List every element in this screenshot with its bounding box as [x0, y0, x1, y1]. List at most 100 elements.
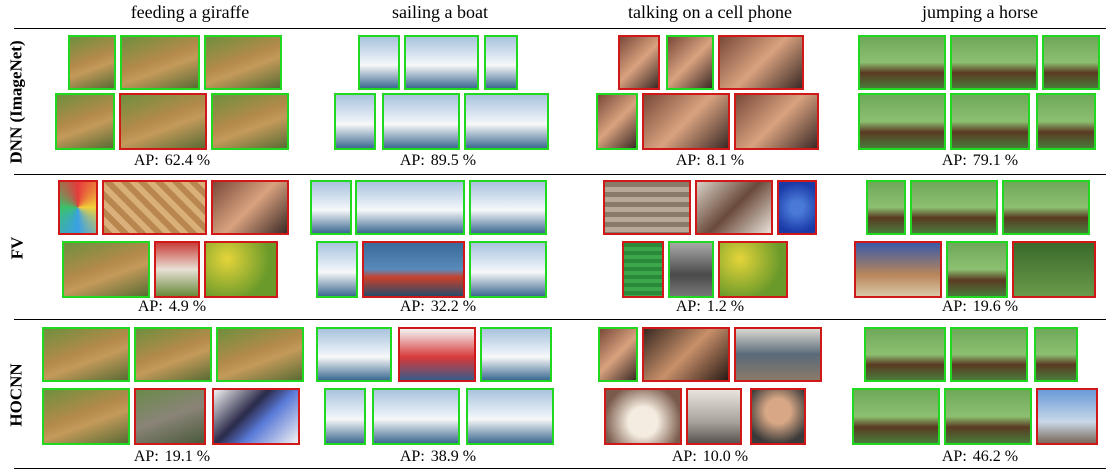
- thumbnail-incorrect: [211, 180, 289, 235]
- thumbnail-incorrect: [695, 180, 773, 235]
- giraffe-photo: [206, 37, 280, 88]
- thumbnail-correct: [596, 93, 638, 150]
- thumbnail-correct: [946, 241, 1008, 298]
- phone-photo: [668, 37, 712, 88]
- diver-photo: [779, 182, 815, 233]
- thumbnail-incorrect: [362, 241, 465, 298]
- thumbnail-correct: [382, 93, 460, 150]
- ap-score: AP: 79.1 %: [941, 152, 1019, 169]
- giraffe-photo: [121, 95, 205, 148]
- sailboat-photo: [384, 95, 458, 148]
- sailboat-photo: [466, 95, 547, 148]
- horse-jump-photo: [1004, 182, 1088, 233]
- thumbnail-correct: [950, 35, 1038, 90]
- dog-photo: [606, 390, 680, 443]
- thumbnail-correct: [211, 93, 289, 150]
- thumbnail-incorrect: [398, 327, 476, 382]
- thumbnail-incorrect: [750, 388, 806, 445]
- tugboat-photo: [400, 329, 474, 380]
- people-photo: [697, 182, 771, 233]
- thumbnail-correct: [1002, 180, 1090, 235]
- thumbnail-correct: [598, 327, 638, 382]
- giraffe-photo: [44, 329, 128, 380]
- thumbnail-correct: [355, 180, 465, 235]
- thumbnail-correct: [62, 241, 150, 298]
- thumbnail-correct: [484, 35, 518, 90]
- row-divider-1: [14, 174, 1106, 175]
- thumbnail-incorrect: [642, 327, 730, 382]
- giraffe-photo: [64, 243, 148, 296]
- phone-photo: [600, 329, 636, 380]
- thumbnail-incorrect: [686, 388, 742, 445]
- bench-photo: [688, 390, 740, 443]
- thumbnail-correct: [316, 241, 358, 298]
- thumbnail-correct: [324, 388, 366, 445]
- column-header-jumping-horse: jumping a horse: [922, 2, 1038, 22]
- sailboat-photo: [406, 37, 477, 88]
- sailboat-photo: [471, 243, 545, 296]
- ap-score: AP: 19.1 %: [133, 448, 211, 465]
- thumbnail-incorrect: [58, 180, 98, 235]
- phone-photo: [644, 95, 728, 148]
- phone-photo: [213, 182, 287, 233]
- row-label-hocnn: HOCNN: [7, 362, 26, 427]
- thumbnail-correct: [469, 180, 547, 235]
- thumbnail-correct: [866, 180, 906, 235]
- thumbnail-incorrect: [718, 35, 804, 90]
- giraffe-photo: [136, 329, 210, 380]
- thumbnail-correct: [950, 93, 1030, 150]
- thumbnail-correct: [480, 327, 552, 382]
- fruit-photo: [720, 243, 786, 296]
- thumbnail-incorrect: [642, 93, 730, 150]
- horse-jump-photo: [912, 182, 996, 233]
- thumbnail-incorrect: [734, 93, 819, 150]
- thumbnail-correct: [852, 388, 940, 445]
- sailboat-photo: [374, 390, 458, 443]
- sailboat-photo: [360, 37, 398, 88]
- couple-photo: [644, 329, 728, 380]
- column-header-talking-phone: talking on a cell phone: [628, 2, 792, 22]
- ap-score: AP: 62.4 %: [133, 152, 211, 169]
- ap-score: AP: 32.2 %: [399, 298, 477, 315]
- thumbnail-incorrect: [204, 241, 278, 298]
- phone-photo: [736, 95, 817, 148]
- horse-jump-photo: [1038, 95, 1094, 148]
- thumbnail-correct: [216, 327, 304, 382]
- thumbnail-incorrect: [603, 180, 691, 235]
- thumbnail-correct: [404, 35, 479, 90]
- tv-photo: [214, 390, 298, 443]
- motocross-photo: [1038, 390, 1096, 443]
- thumbnail-correct: [858, 93, 946, 150]
- sailboat-photo: [318, 329, 390, 380]
- ap-score: AP: 38.9 %: [399, 448, 477, 465]
- thumbnail-incorrect: [618, 35, 660, 90]
- ap-score: AP: 4.9 %: [137, 298, 207, 315]
- horse-jump-photo: [866, 329, 944, 380]
- column-header-feeding-giraffe: feeding a giraffe: [130, 2, 250, 22]
- sailboat-photo: [312, 182, 350, 233]
- phone-photo: [598, 95, 636, 148]
- ap-score: AP: 19.6 %: [941, 298, 1019, 315]
- sailboat-photo: [486, 37, 516, 88]
- thumbnail-correct: [358, 35, 400, 90]
- horse-jump-photo: [948, 243, 1006, 296]
- bottom-rule: [14, 468, 1106, 469]
- horse-jump-photo: [952, 329, 1026, 380]
- column-header-sailing-boat: sailing a boat: [392, 2, 488, 22]
- horse-jump-photo: [860, 37, 944, 88]
- sailboat-photo: [357, 182, 463, 233]
- thumbnail-incorrect: [119, 93, 207, 150]
- thumbnail-correct: [134, 327, 212, 382]
- horse-jump-photo: [1044, 37, 1098, 88]
- top-rule: [14, 28, 1106, 29]
- row-label-dnn: DNN (ImageNet): [7, 40, 26, 164]
- ap-score: AP: 46.2 %: [941, 448, 1019, 465]
- giraffe-photo: [218, 329, 302, 380]
- thumbnail-incorrect: [1012, 241, 1096, 298]
- street-photo: [670, 243, 712, 296]
- giraffe-photo: [70, 37, 114, 88]
- thumbnail-correct: [910, 180, 998, 235]
- thumbnail-incorrect: [604, 388, 682, 445]
- umbrella-photo: [60, 182, 96, 233]
